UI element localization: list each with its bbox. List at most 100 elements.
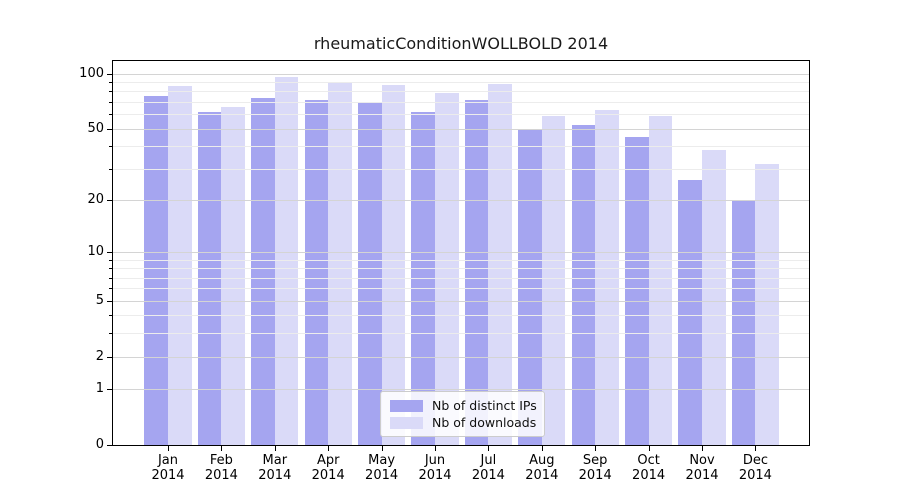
y-minor-tick-mark	[109, 81, 112, 83]
bar-downloads	[488, 83, 513, 445]
bar-distinct-ips	[678, 179, 702, 445]
y-tick-label: 1	[95, 381, 104, 397]
x-tick-label: Dec 2014	[728, 453, 782, 483]
x-tick-mark	[168, 446, 169, 451]
x-tick-mark	[221, 446, 223, 451]
y-minor-tick-mark	[109, 168, 112, 170]
grid-line-major	[113, 128, 809, 130]
grid-line-minor	[113, 114, 809, 116]
x-tick-month: Jul	[480, 453, 497, 468]
x-tick-year: 2014	[471, 468, 505, 483]
y-tick-label: 10	[87, 244, 104, 260]
x-tick-mark	[755, 446, 757, 451]
legend-label-distinct-ips: Nb of distinct IPs	[432, 398, 537, 413]
x-tick-month: Dec	[742, 453, 768, 468]
x-tick-label: May 2014	[355, 453, 409, 483]
legend-swatch-downloads	[390, 416, 423, 429]
y-minor-tick-mark	[109, 315, 112, 317]
x-tick-month: Mar	[262, 453, 288, 468]
grid-line-minor	[113, 168, 809, 170]
grid-line-minor	[113, 81, 809, 83]
y-tick-label: 50	[87, 120, 104, 136]
y-minor-tick-mark	[109, 277, 112, 279]
y-minor-tick-mark	[109, 101, 112, 103]
bar-distinct-ips	[518, 128, 542, 445]
x-tick-label: Feb 2014	[194, 453, 248, 483]
x-tick-mark	[648, 446, 650, 451]
y-tick-mark	[107, 445, 112, 446]
x-tick-label: Nov 2014	[675, 453, 729, 483]
x-tick-month: Apr	[316, 453, 340, 468]
grid-line-major	[113, 199, 809, 201]
y-minor-tick-mark	[109, 288, 112, 290]
x-tick-year: 2014	[151, 468, 185, 483]
y-tick-label: 2	[95, 348, 104, 364]
x-tick-month: Aug	[529, 453, 555, 468]
x-tick-mark	[488, 446, 490, 451]
grid-line-major	[113, 252, 809, 254]
bar-distinct-ips	[571, 125, 596, 445]
bar-distinct-ips	[731, 199, 756, 445]
bar-distinct-ips	[304, 99, 329, 445]
bar-distinct-ips	[251, 97, 275, 445]
x-tick-month: Sep	[582, 453, 608, 468]
x-tick-label: Apr 2014	[301, 453, 355, 483]
x-tick-mark	[702, 446, 703, 451]
x-tick-month: Jun	[424, 453, 446, 468]
x-tick-year: 2014	[578, 468, 612, 483]
y-tick-mark	[107, 128, 112, 130]
grid-line-major	[113, 300, 809, 302]
y-minor-tick-mark	[109, 91, 112, 93]
legend: Nb of distinct IPs Nb of downloads	[380, 391, 545, 437]
grid-line-minor	[113, 268, 809, 270]
y-tick-mark	[107, 199, 112, 201]
y-tick-label: 100	[79, 65, 104, 81]
y-tick-mark	[107, 252, 112, 254]
y-minor-tick-mark	[109, 259, 112, 261]
x-tick-year: 2014	[311, 468, 345, 483]
bar-downloads	[221, 106, 246, 445]
x-tick-label: Mar 2014	[248, 453, 302, 483]
bar-downloads	[328, 82, 352, 445]
x-tick-mark	[595, 446, 597, 451]
x-tick-year: 2014	[738, 468, 772, 483]
x-tick-mark	[274, 446, 276, 451]
x-tick-year: 2014	[258, 468, 292, 483]
bar-downloads	[168, 85, 192, 445]
grid-line-major	[113, 356, 809, 358]
bar-distinct-ips	[357, 101, 382, 445]
legend-label-downloads: Nb of downloads	[432, 415, 537, 430]
x-tick-label: Jan 2014	[141, 453, 195, 483]
legend-item-distinct-ips: Nb of distinct IPs	[390, 398, 537, 413]
x-tick-mark	[541, 446, 543, 451]
x-tick-label: Sep 2014	[568, 453, 622, 483]
y-minor-tick-mark	[109, 146, 112, 148]
x-tick-mark	[435, 446, 436, 451]
bar-downloads	[755, 163, 780, 445]
plot-area	[112, 60, 810, 446]
grid-line-major	[113, 73, 809, 75]
y-minor-tick-mark	[109, 333, 112, 335]
bar-downloads	[381, 84, 406, 445]
y-tick-mark	[107, 389, 112, 391]
bar-downloads	[702, 150, 726, 445]
grid-line-minor	[113, 333, 809, 335]
x-tick-month: Nov	[689, 453, 715, 468]
x-tick-month: Feb	[209, 453, 233, 468]
grid-line-minor	[113, 259, 809, 261]
y-tick-mark	[107, 356, 112, 358]
chart-title: rheumaticConditionWOLLBOLD 2014	[313, 34, 609, 53]
y-tick-mark	[107, 73, 112, 75]
grid-line-minor	[113, 101, 809, 103]
x-tick-label: Oct 2014	[622, 453, 676, 483]
y-tick-mark	[107, 300, 112, 302]
x-tick-month: Jan	[157, 453, 179, 468]
grid-layer	[113, 61, 809, 445]
x-tick-mark	[328, 446, 330, 451]
legend-item-downloads: Nb of downloads	[390, 415, 537, 430]
y-minor-tick-mark	[109, 268, 112, 270]
grid-line-minor	[113, 91, 809, 93]
grid-line-minor	[113, 315, 809, 317]
x-tick-month: Oct	[637, 453, 660, 468]
y-tick-label: 20	[87, 191, 104, 207]
